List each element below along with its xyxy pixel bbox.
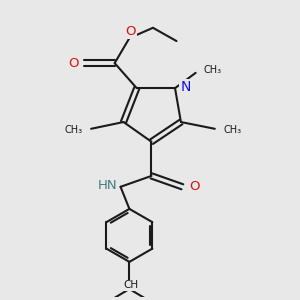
Text: O: O bbox=[68, 57, 78, 70]
Text: HN: HN bbox=[98, 179, 118, 192]
Text: CH₃: CH₃ bbox=[204, 65, 222, 76]
Text: CH: CH bbox=[123, 280, 138, 290]
Text: O: O bbox=[189, 180, 200, 193]
Text: N: N bbox=[180, 80, 191, 94]
Text: CH₃: CH₃ bbox=[223, 125, 241, 135]
Text: CH₃: CH₃ bbox=[65, 125, 83, 135]
Text: O: O bbox=[126, 25, 136, 38]
